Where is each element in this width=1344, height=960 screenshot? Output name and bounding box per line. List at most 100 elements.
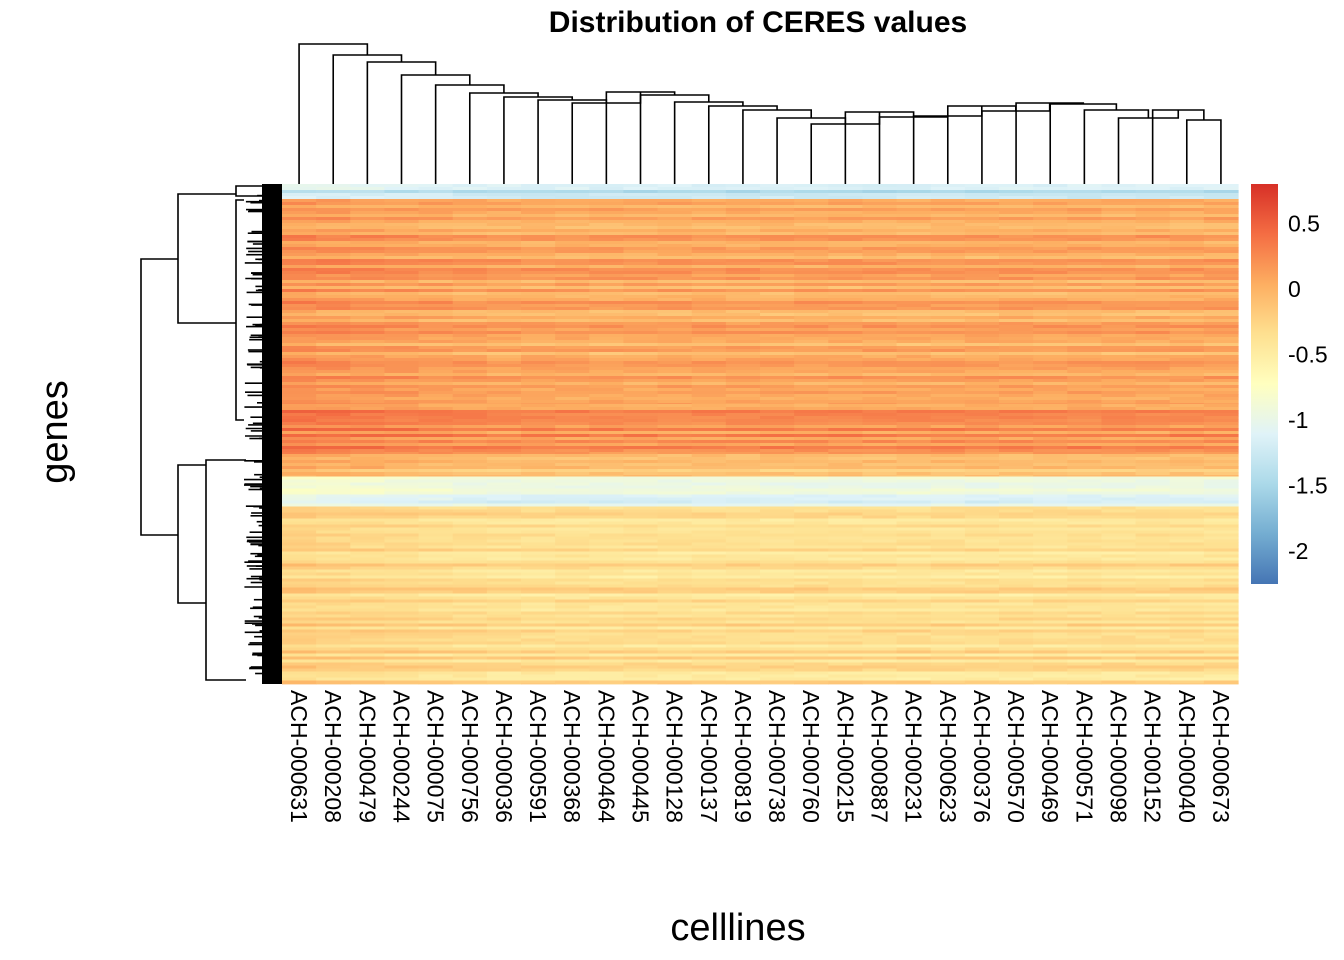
heatmap-cell bbox=[486, 256, 522, 260]
heatmap-cell bbox=[384, 313, 420, 317]
heatmap-cell bbox=[1033, 331, 1068, 335]
heatmap-cell bbox=[1169, 557, 1205, 561]
heatmap-cell bbox=[350, 602, 386, 606]
heatmap-cell bbox=[384, 280, 420, 284]
heatmap-cell bbox=[760, 379, 795, 383]
heatmap-cell bbox=[282, 569, 317, 573]
heatmap-cell bbox=[1169, 539, 1205, 543]
heatmap-cell bbox=[725, 457, 761, 461]
heatmap-cell bbox=[794, 463, 829, 467]
heatmap-cell bbox=[657, 440, 693, 444]
heatmap-cell bbox=[1169, 244, 1205, 248]
heatmap-cell bbox=[657, 518, 693, 522]
heatmap-cell bbox=[896, 644, 932, 648]
heatmap-cell bbox=[999, 391, 1034, 395]
heatmap-cell bbox=[384, 437, 420, 441]
heatmap-cell bbox=[418, 454, 454, 458]
heatmap-cell bbox=[999, 611, 1034, 615]
heatmap-cell bbox=[999, 590, 1034, 594]
heatmap-cell bbox=[555, 475, 590, 477]
heatmap-cell bbox=[418, 512, 454, 516]
heatmap-cell bbox=[657, 653, 693, 657]
heatmap-cell bbox=[725, 307, 761, 311]
heatmap-cell bbox=[623, 602, 659, 606]
heatmap-cell bbox=[418, 457, 454, 461]
heatmap-cell bbox=[1135, 431, 1171, 435]
heatmap-cell bbox=[1203, 190, 1239, 194]
heatmap-cell bbox=[282, 440, 317, 444]
heatmap-cell bbox=[794, 226, 829, 230]
heatmap-cell bbox=[418, 301, 454, 305]
heatmap-cell bbox=[1101, 358, 1137, 362]
heatmap-cell bbox=[691, 400, 727, 404]
heatmap-cell bbox=[418, 304, 454, 308]
heatmap-cell bbox=[589, 653, 625, 657]
heatmap-cell bbox=[384, 581, 420, 585]
heatmap-cell bbox=[1067, 355, 1103, 359]
heatmap-cell bbox=[896, 638, 932, 642]
heatmap-cell bbox=[418, 662, 454, 666]
heatmap-cell bbox=[418, 352, 454, 356]
heatmap-cell bbox=[1169, 503, 1205, 507]
heatmap-cell bbox=[930, 665, 966, 669]
heatmap-cell bbox=[555, 337, 590, 341]
heatmap-cell bbox=[691, 235, 727, 239]
heatmap-cell bbox=[1169, 491, 1205, 495]
heatmap-cell bbox=[486, 668, 522, 672]
heatmap-cell bbox=[555, 469, 590, 473]
heatmap-cell bbox=[589, 431, 625, 435]
heatmap-cell bbox=[725, 346, 761, 350]
heatmap-cell bbox=[555, 352, 590, 356]
heatmap-cell bbox=[623, 674, 659, 678]
heatmap-cell bbox=[1067, 319, 1103, 323]
heatmap-cell bbox=[589, 500, 625, 504]
heatmap-cell bbox=[999, 407, 1034, 411]
heatmap-cell bbox=[657, 428, 693, 432]
heatmap-cell bbox=[999, 262, 1034, 266]
heatmap-cell bbox=[282, 596, 317, 600]
heatmap-cell bbox=[555, 431, 590, 435]
heatmap-cell bbox=[316, 428, 351, 432]
heatmap-cell bbox=[1067, 647, 1103, 651]
heatmap-cell bbox=[418, 220, 454, 224]
heatmap-cell bbox=[316, 289, 351, 293]
heatmap-cell bbox=[657, 391, 693, 395]
heatmap-cell bbox=[964, 605, 1000, 609]
heatmap-cell bbox=[1101, 545, 1137, 549]
heatmap-cell bbox=[350, 388, 386, 392]
heatmap-cell bbox=[384, 460, 420, 464]
heatmap-cell bbox=[486, 413, 522, 417]
heatmap-cell bbox=[794, 385, 829, 389]
heatmap-cell bbox=[657, 578, 693, 582]
heatmap-cell bbox=[384, 515, 420, 519]
heatmap-cell bbox=[862, 274, 898, 278]
heatmap-cell bbox=[828, 457, 864, 461]
heatmap-cell bbox=[384, 241, 420, 245]
heatmap-cell bbox=[794, 217, 829, 221]
heatmap-cell bbox=[1203, 575, 1239, 579]
heatmap-cell bbox=[1135, 472, 1171, 476]
heatmap-cell bbox=[350, 566, 386, 570]
heatmap-cell bbox=[794, 319, 829, 323]
heatmap-cell bbox=[350, 223, 386, 227]
heatmap-cell bbox=[589, 238, 625, 242]
heatmap-cell bbox=[452, 277, 488, 281]
heatmap-cell bbox=[316, 376, 351, 380]
heatmap-cell bbox=[452, 268, 488, 272]
heatmap-cell bbox=[1067, 364, 1103, 368]
heatmap-cell bbox=[828, 617, 864, 621]
heatmap-cell bbox=[418, 575, 454, 579]
heatmap-cell bbox=[691, 605, 727, 609]
heatmap-cell bbox=[1169, 466, 1205, 470]
heatmap-cell bbox=[657, 434, 693, 438]
heatmap-cell bbox=[999, 199, 1034, 203]
heatmap-cell bbox=[1169, 566, 1205, 570]
heatmap-cell bbox=[1101, 515, 1137, 519]
heatmap-cell bbox=[555, 533, 590, 537]
heatmap-cell bbox=[384, 539, 420, 543]
heatmap-cell bbox=[657, 295, 693, 299]
heatmap-cell bbox=[691, 641, 727, 645]
heatmap-cell bbox=[964, 373, 1000, 377]
heatmap-cell bbox=[521, 548, 556, 552]
heatmap-cell bbox=[760, 271, 795, 275]
